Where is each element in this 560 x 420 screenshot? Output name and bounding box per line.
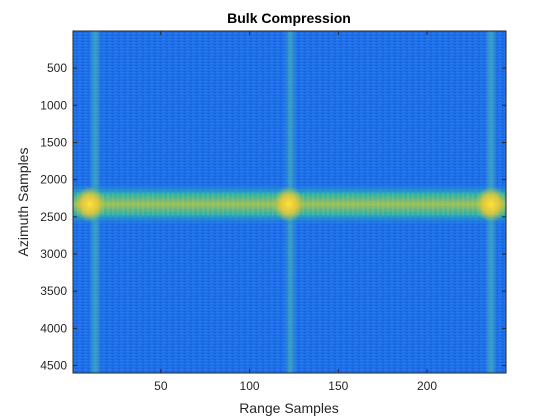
chart-title: Bulk Compression bbox=[227, 10, 351, 26]
x-tick-label: 200 bbox=[417, 379, 437, 393]
x-tick-label: 50 bbox=[154, 379, 168, 393]
y-tick-label: 1500 bbox=[40, 135, 67, 149]
plot-area bbox=[73, 31, 506, 373]
x-tick-label: 100 bbox=[240, 379, 260, 393]
x-axis: 50 100 150 200 bbox=[154, 31, 437, 393]
hotspot bbox=[474, 186, 506, 223]
x-tick-label: 150 bbox=[328, 379, 348, 393]
x-axis-label: Range Samples bbox=[239, 400, 339, 416]
y-tick-label: 2500 bbox=[40, 210, 67, 224]
y-tick-label: 1000 bbox=[40, 98, 67, 112]
y-tick-label: 3500 bbox=[40, 284, 67, 298]
y-tick-label: 4000 bbox=[40, 321, 67, 335]
y-tick-label: 4500 bbox=[40, 359, 67, 373]
y-tick-label: 3000 bbox=[40, 247, 67, 261]
y-tick-label: 2000 bbox=[40, 173, 67, 187]
y-tick-label: 500 bbox=[47, 61, 67, 75]
hotspot bbox=[73, 186, 106, 223]
y-axis-label: Azimuth Samples bbox=[15, 148, 31, 257]
axes-box bbox=[72, 30, 507, 374]
hotspot bbox=[272, 186, 305, 223]
y-axis: 500 1000 1500 2000 2500 3000 3500 4000 4500 bbox=[40, 61, 506, 373]
